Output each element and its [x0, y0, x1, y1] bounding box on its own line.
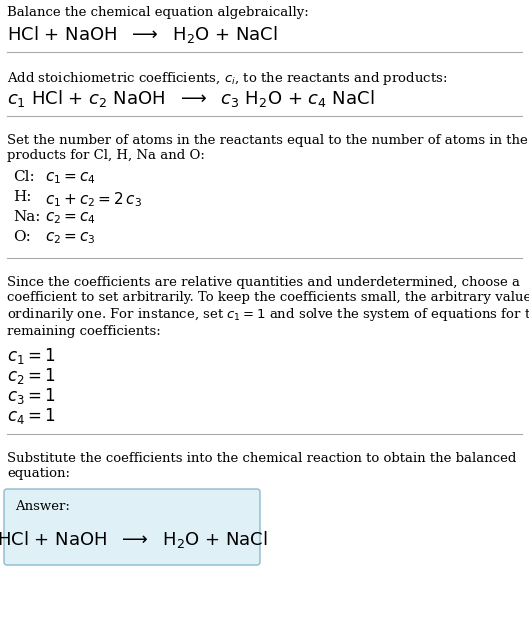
Text: Balance the chemical equation algebraically:: Balance the chemical equation algebraica…: [7, 6, 309, 19]
Text: Set the number of atoms in the reactants equal to the number of atoms in the
pro: Set the number of atoms in the reactants…: [7, 134, 528, 162]
Text: Answer:: Answer:: [15, 500, 70, 513]
Text: O:: O:: [13, 230, 31, 244]
Text: $c_1$ HCl + $c_2$ NaOH  $\longrightarrow$  $c_3$ H$_2$O + $c_4$ NaCl: $c_1$ HCl + $c_2$ NaOH $\longrightarrow$…: [7, 88, 375, 109]
Text: Na:: Na:: [13, 210, 41, 224]
Text: H:: H:: [13, 190, 32, 204]
Text: $c_4 = 1$: $c_4 = 1$: [7, 406, 56, 426]
Text: HCl + NaOH  $\longrightarrow$  H$_2$O + NaCl: HCl + NaOH $\longrightarrow$ H$_2$O + Na…: [0, 529, 268, 550]
Text: Add stoichiometric coefficients, $c_i$, to the reactants and products:: Add stoichiometric coefficients, $c_i$, …: [7, 70, 448, 87]
Text: $c_1 = c_4$: $c_1 = c_4$: [45, 170, 96, 186]
Text: $c_1 = 1$: $c_1 = 1$: [7, 346, 56, 366]
Text: Since the coefficients are relative quantities and underdetermined, choose a
coe: Since the coefficients are relative quan…: [7, 276, 529, 339]
Text: $c_2 = 1$: $c_2 = 1$: [7, 366, 56, 386]
Text: $c_2 = c_4$: $c_2 = c_4$: [45, 210, 96, 226]
Text: HCl + NaOH  $\longrightarrow$  H$_2$O + NaCl: HCl + NaOH $\longrightarrow$ H$_2$O + Na…: [7, 24, 278, 45]
Text: $c_3 = 1$: $c_3 = 1$: [7, 386, 56, 406]
Text: $c_2 = c_3$: $c_2 = c_3$: [45, 230, 96, 246]
Text: Substitute the coefficients into the chemical reaction to obtain the balanced
eq: Substitute the coefficients into the che…: [7, 452, 516, 480]
Text: $c_1 + c_2 = 2\,c_3$: $c_1 + c_2 = 2\,c_3$: [45, 190, 142, 209]
Text: Cl:: Cl:: [13, 170, 35, 184]
FancyBboxPatch shape: [4, 489, 260, 565]
